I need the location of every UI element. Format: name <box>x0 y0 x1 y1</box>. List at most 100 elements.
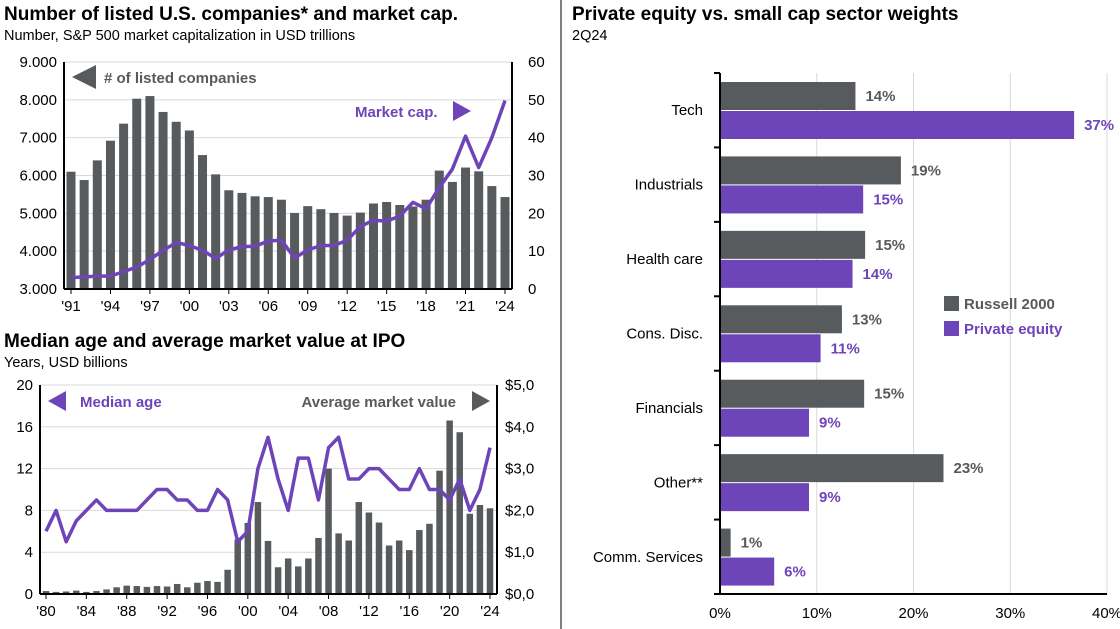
bar <box>132 98 142 289</box>
y-right-tick-label: $5,0 <box>505 377 534 394</box>
x-tick-label: 30% <box>995 605 1025 622</box>
series-line <box>44 435 492 544</box>
y-right-tick-label: 50 <box>528 92 545 109</box>
bar <box>198 155 208 289</box>
y-left-tick-label: 7.000 <box>19 130 57 147</box>
bar <box>305 558 312 594</box>
chart1-plot: 3.000 4.000 5.000 6.000 7.000 8.000 9.000 0 10 20… <box>19 54 544 315</box>
data-label: 14% <box>865 88 895 105</box>
legend-label: Russell 2000 <box>964 296 1055 313</box>
x-tick-label: '96 <box>198 603 218 620</box>
y-left-tick-label: 5.000 <box>19 205 57 222</box>
y-left-tick-label: 8.000 <box>19 92 57 109</box>
legend-label: Private equity <box>964 321 1063 338</box>
data-label: 1% <box>741 535 763 552</box>
bar <box>385 545 393 594</box>
bar <box>211 174 221 289</box>
bar <box>263 197 273 289</box>
bar <box>421 199 431 289</box>
bar <box>143 586 151 594</box>
bar <box>395 205 405 289</box>
data-label: 15% <box>873 191 903 208</box>
bar <box>316 209 326 289</box>
data-label: 37% <box>1084 117 1114 134</box>
y-left-tick-label: 3.000 <box>19 281 57 298</box>
x-tick-label: '88 <box>117 603 137 620</box>
bar <box>720 82 856 110</box>
legend-swatch <box>944 296 959 311</box>
x-tick-label: '91 <box>61 298 81 315</box>
x-tick-label: 40% <box>1092 605 1120 622</box>
bar <box>486 508 494 594</box>
y-left-tick-label: 6.000 <box>19 168 57 185</box>
bar <box>250 196 260 289</box>
chart3-subtitle: 2Q24 <box>572 28 607 44</box>
data-label: 9% <box>819 415 841 432</box>
bar <box>194 582 201 594</box>
bar <box>368 203 378 289</box>
bar <box>133 586 141 594</box>
bar <box>295 566 302 594</box>
bar <box>335 533 342 594</box>
x-tick-label: '94 <box>101 298 121 315</box>
bar <box>382 201 392 289</box>
bar <box>83 591 90 594</box>
bar <box>214 581 221 594</box>
bar <box>119 123 129 289</box>
bar <box>487 186 497 289</box>
bar <box>66 171 76 289</box>
data-label: 13% <box>852 311 882 328</box>
category-label: Financials <box>635 400 703 417</box>
bar <box>52 591 60 594</box>
bar <box>434 170 444 289</box>
bar <box>436 470 443 594</box>
bar <box>476 504 484 594</box>
bar <box>184 130 194 289</box>
y-left-tick-label: 4 <box>25 544 33 561</box>
chart1-subtitle: Number, S&P 500 market capitalization in… <box>4 28 355 44</box>
y-right-tick-label: $2,0 <box>505 502 534 519</box>
bar <box>274 567 282 594</box>
bar <box>355 212 365 289</box>
category-label: Other** <box>654 474 703 491</box>
legend-bars-label: Average market value <box>301 394 456 411</box>
x-tick-label: '15 <box>377 298 397 315</box>
x-tick-label: '16 <box>399 603 419 620</box>
y-left-tick-label: 20 <box>16 377 33 394</box>
bar <box>447 181 457 289</box>
bar <box>408 206 418 289</box>
bar <box>466 513 474 594</box>
x-tick-label: 20% <box>898 605 928 622</box>
bar <box>93 591 100 594</box>
y-right-tick-label: $3,0 <box>505 461 534 478</box>
bar <box>720 408 810 437</box>
x-tick-label: '24 <box>495 298 515 315</box>
bar <box>720 528 731 557</box>
x-tick-label: '18 <box>416 298 436 315</box>
bar <box>224 569 231 594</box>
x-tick-label: 0% <box>709 605 731 622</box>
data-label: 23% <box>953 460 983 477</box>
bar <box>416 530 423 594</box>
data-label: 15% <box>875 237 905 254</box>
bar <box>720 334 821 363</box>
bar <box>105 140 115 289</box>
data-label: 6% <box>784 564 806 581</box>
y-right-tick-label: 60 <box>528 54 545 71</box>
bar <box>315 537 322 594</box>
bar <box>720 156 901 185</box>
bar <box>720 111 1075 139</box>
y-left-tick-label: 9.000 <box>19 54 57 71</box>
bar <box>123 585 130 594</box>
x-tick-label: '12 <box>337 298 357 315</box>
x-tick-label: '04 <box>278 603 298 620</box>
data-label: 14% <box>863 266 893 283</box>
bar <box>79 180 89 289</box>
bar <box>720 230 866 259</box>
x-tick-label: '12 <box>359 603 379 620</box>
bar <box>234 539 241 594</box>
bar <box>153 586 161 594</box>
x-tick-label: '00 <box>238 603 258 620</box>
data-label: 9% <box>819 489 841 506</box>
